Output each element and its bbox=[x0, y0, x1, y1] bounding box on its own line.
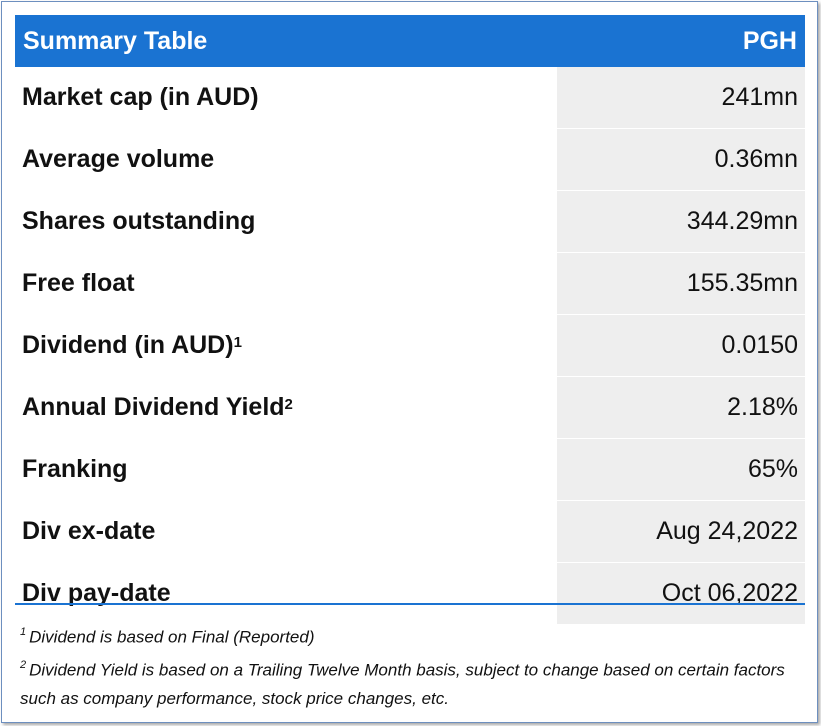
footnote-text: Dividend is based on Final (Reported) bbox=[29, 627, 315, 647]
table-row: Div pay-date Oct 06,2022 bbox=[15, 563, 805, 625]
row-value: Aug 24,2022 bbox=[557, 501, 805, 562]
row-label: Average volume bbox=[15, 129, 557, 190]
footnote: 1 Dividend is based on Final (Reported) bbox=[20, 619, 800, 652]
table-row: Market cap (in AUD) 241mn bbox=[15, 67, 805, 129]
footnote-marker: 2 bbox=[284, 396, 293, 413]
row-value: 0.36mn bbox=[557, 129, 805, 190]
row-value: 241mn bbox=[557, 67, 805, 128]
footnote-text: Dividend Yield is based on a Trailing Tw… bbox=[20, 660, 785, 709]
footnote: 2 Dividend Yield is based on a Trailing T… bbox=[20, 652, 800, 714]
row-value: 344.29mn bbox=[557, 191, 805, 252]
row-label: Annual Dividend Yield 2 bbox=[15, 377, 557, 438]
table-row: Shares outstanding 344.29mn bbox=[15, 191, 805, 253]
table-row: Average volume 0.36mn bbox=[15, 129, 805, 191]
row-label-text: Div ex-date bbox=[22, 517, 156, 545]
row-label-text: Market cap (in AUD) bbox=[22, 83, 259, 111]
row-value: 0.0150 bbox=[557, 315, 805, 376]
row-value: 155.35mn bbox=[557, 253, 805, 314]
summary-table: Summary Table PGH Market cap (in AUD) 24… bbox=[15, 15, 805, 625]
row-label: Market cap (in AUD) bbox=[15, 67, 557, 128]
footnote-number: 1 bbox=[20, 626, 27, 638]
footnote-number: 2 bbox=[20, 658, 27, 671]
row-label-text: Annual Dividend Yield bbox=[22, 393, 285, 421]
row-label-text: Dividend (in AUD) bbox=[22, 331, 234, 359]
table-header: Summary Table PGH bbox=[15, 15, 805, 67]
footnotes: 1 Dividend is based on Final (Reported) 2… bbox=[20, 619, 800, 713]
row-label: Div pay-date bbox=[15, 563, 557, 624]
table-row: Annual Dividend Yield 2 2.18% bbox=[15, 377, 805, 439]
table-title: Summary Table bbox=[23, 26, 208, 55]
row-label: Dividend (in AUD) 1 bbox=[15, 315, 557, 376]
ticker-symbol: PGH bbox=[742, 26, 797, 55]
row-value: Oct 06,2022 bbox=[557, 563, 805, 624]
table-row: Free float 155.35mn bbox=[15, 253, 805, 315]
row-label-text: Franking bbox=[22, 455, 128, 483]
row-label: Franking bbox=[15, 439, 557, 500]
row-label-text: Div pay-date bbox=[22, 579, 171, 607]
row-label-text: Average volume bbox=[22, 145, 215, 173]
row-label-text: Free float bbox=[22, 269, 135, 297]
row-value: 2.18% bbox=[557, 377, 805, 438]
table-row: Franking 65% bbox=[15, 439, 805, 501]
table-row: Div ex-date Aug 24,2022 bbox=[15, 501, 805, 563]
row-label-text: Shares outstanding bbox=[22, 207, 256, 235]
table-row: Dividend (in AUD) 1 0.0150 bbox=[15, 315, 805, 377]
footnote-marker: 1 bbox=[233, 334, 242, 351]
row-value: 65% bbox=[557, 439, 805, 500]
row-label: Shares outstanding bbox=[15, 191, 557, 252]
row-label: Div ex-date bbox=[15, 501, 557, 562]
row-label: Free float bbox=[15, 253, 557, 314]
table-bottom-rule bbox=[15, 603, 805, 605]
